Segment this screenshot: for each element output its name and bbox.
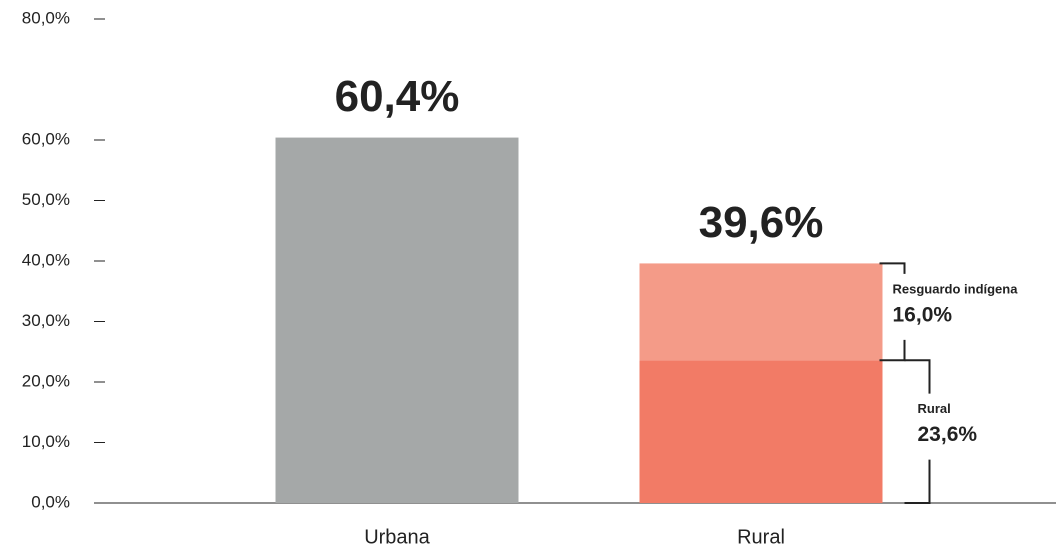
total-label: 39,6% [699,198,824,247]
y-tick-label: 60,0% [22,129,70,148]
y-tick-label: 30,0% [22,311,70,330]
y-tick-label: 40,0% [22,250,70,269]
bracket [904,359,931,504]
bracket [879,262,906,362]
y-tick-label: 50,0% [22,190,70,209]
total-label: 60,4% [335,72,460,121]
bar-segment [275,137,519,503]
x-tick-label: Urbana [364,526,430,548]
y-tick-label: 10,0% [22,432,70,451]
bar-segment [639,360,883,503]
x-tick-label: Rural [737,526,785,548]
y-tick-label: 20,0% [22,371,70,390]
segment-name: Resguardo indígena [893,281,1019,296]
y-tick-label: 80,0% [22,8,70,27]
segment-value: 16,0% [893,303,953,326]
segment-value: 23,6% [918,423,978,446]
segment-name: Rural [918,401,951,416]
y-tick-label: 0,0% [31,492,70,511]
bar-segment [639,263,883,361]
